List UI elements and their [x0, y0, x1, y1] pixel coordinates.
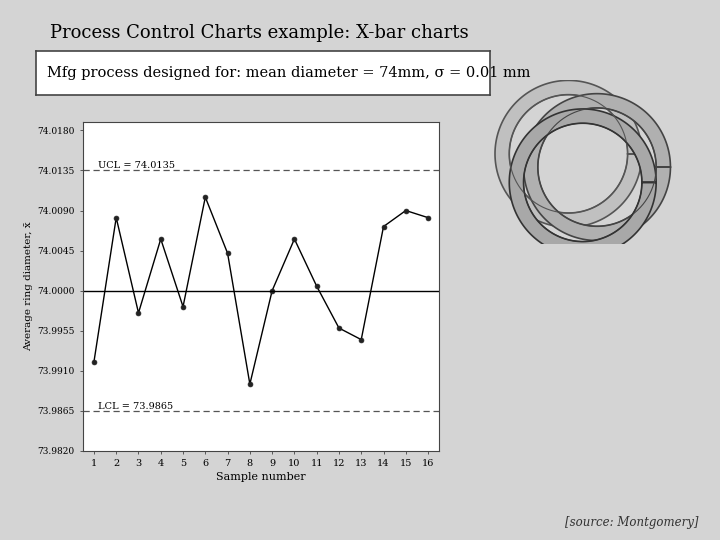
X-axis label: Sample number: Sample number — [216, 472, 306, 482]
Text: LCL = 73.9865: LCL = 73.9865 — [99, 402, 174, 410]
Text: Process Control Charts example: X-bar charts: Process Control Charts example: X-bar ch… — [50, 24, 469, 42]
Polygon shape — [523, 93, 670, 240]
Text: Mfg process designed for: mean diameter = 74mm, σ = 0.01 mm: Mfg process designed for: mean diameter … — [48, 66, 531, 80]
Y-axis label: Average ring diameter, x̄: Average ring diameter, x̄ — [24, 221, 33, 351]
Text: UCL = 74.0135: UCL = 74.0135 — [99, 161, 176, 170]
Polygon shape — [495, 80, 642, 227]
Text: [source: Montgomery]: [source: Montgomery] — [565, 516, 698, 529]
Polygon shape — [509, 109, 656, 256]
